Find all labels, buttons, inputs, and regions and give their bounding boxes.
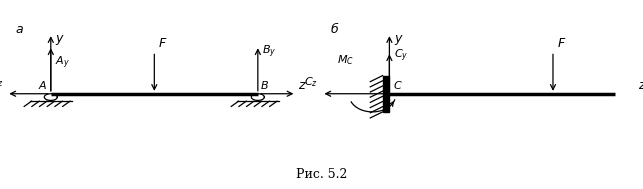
Text: $B_y$: $B_y$ (262, 44, 276, 60)
Text: A: A (39, 81, 46, 91)
Text: б: б (331, 23, 338, 36)
Text: z: z (638, 79, 643, 92)
Text: z: z (298, 79, 304, 92)
Text: $M_C$: $M_C$ (337, 53, 354, 67)
Text: F: F (159, 37, 166, 50)
Text: Рис. 5.2: Рис. 5.2 (296, 168, 347, 181)
Text: $C_z$: $C_z$ (304, 75, 318, 89)
Bar (383, 76, 390, 112)
Text: y: y (394, 32, 401, 45)
Text: $C_y$: $C_y$ (394, 47, 408, 64)
Text: B: B (261, 81, 268, 91)
Text: a: a (15, 23, 23, 36)
Text: $A_z$: $A_z$ (0, 75, 3, 89)
Text: y: y (55, 32, 62, 45)
Text: $A_y$: $A_y$ (55, 55, 70, 71)
Text: F: F (557, 37, 565, 50)
Text: C: C (394, 81, 402, 91)
